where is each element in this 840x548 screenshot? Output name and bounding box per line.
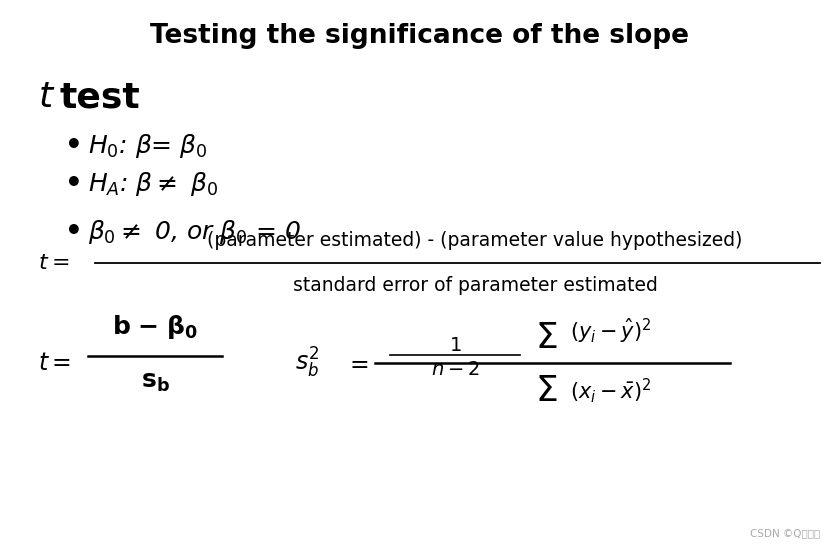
Text: $n-2$: $n-2$ [431, 360, 480, 379]
Text: $H_0$: $\beta$= $\beta_0$: $H_0$: $\beta$= $\beta_0$ [88, 132, 207, 160]
Text: $(x_i - \bar{x})^2$: $(x_i - \bar{x})^2$ [570, 376, 651, 406]
Text: $t = $: $t = $ [38, 253, 70, 273]
Text: $\it{t}$: $\it{t}$ [38, 80, 55, 114]
Text: CSDN ©Q一件事: CSDN ©Q一件事 [750, 528, 820, 538]
Text: standard error of parameter estimated: standard error of parameter estimated [292, 276, 658, 295]
Text: Testing the significance of the slope: Testing the significance of the slope [150, 23, 690, 49]
Text: $\mathbf{s_b}$: $\mathbf{s_b}$ [140, 370, 170, 394]
Text: $t = $: $t = $ [38, 351, 71, 375]
Text: •: • [65, 132, 83, 160]
Text: •: • [65, 170, 83, 198]
Text: $s_b^2$: $s_b^2$ [295, 346, 319, 380]
Text: $H_A$: $\beta$$\neq$ $\beta_0$: $H_A$: $\beta$$\neq$ $\beta_0$ [88, 170, 218, 198]
Text: $1$: $1$ [449, 336, 461, 355]
Text: test: test [60, 80, 141, 114]
Text: (parameter estimated) - (parameter value hypothesized): (parameter estimated) - (parameter value… [207, 231, 743, 250]
Text: $\beta_0 \neq$ 0, $\it{or}$ $\beta_0$ = 0: $\beta_0 \neq$ 0, $\it{or}$ $\beta_0$ = … [88, 218, 301, 246]
Text: $(y_i - \hat{y})^2$: $(y_i - \hat{y})^2$ [570, 316, 651, 346]
Text: $\Sigma$: $\Sigma$ [535, 321, 558, 355]
Text: $\Sigma$: $\Sigma$ [535, 374, 558, 408]
Text: •: • [65, 218, 83, 246]
Text: $=$: $=$ [345, 351, 369, 375]
Text: $\mathbf{b}$ $\mathbf{-}$ $\mathbf{\beta_0}$: $\mathbf{b}$ $\mathbf{-}$ $\mathbf{\beta… [112, 313, 198, 341]
